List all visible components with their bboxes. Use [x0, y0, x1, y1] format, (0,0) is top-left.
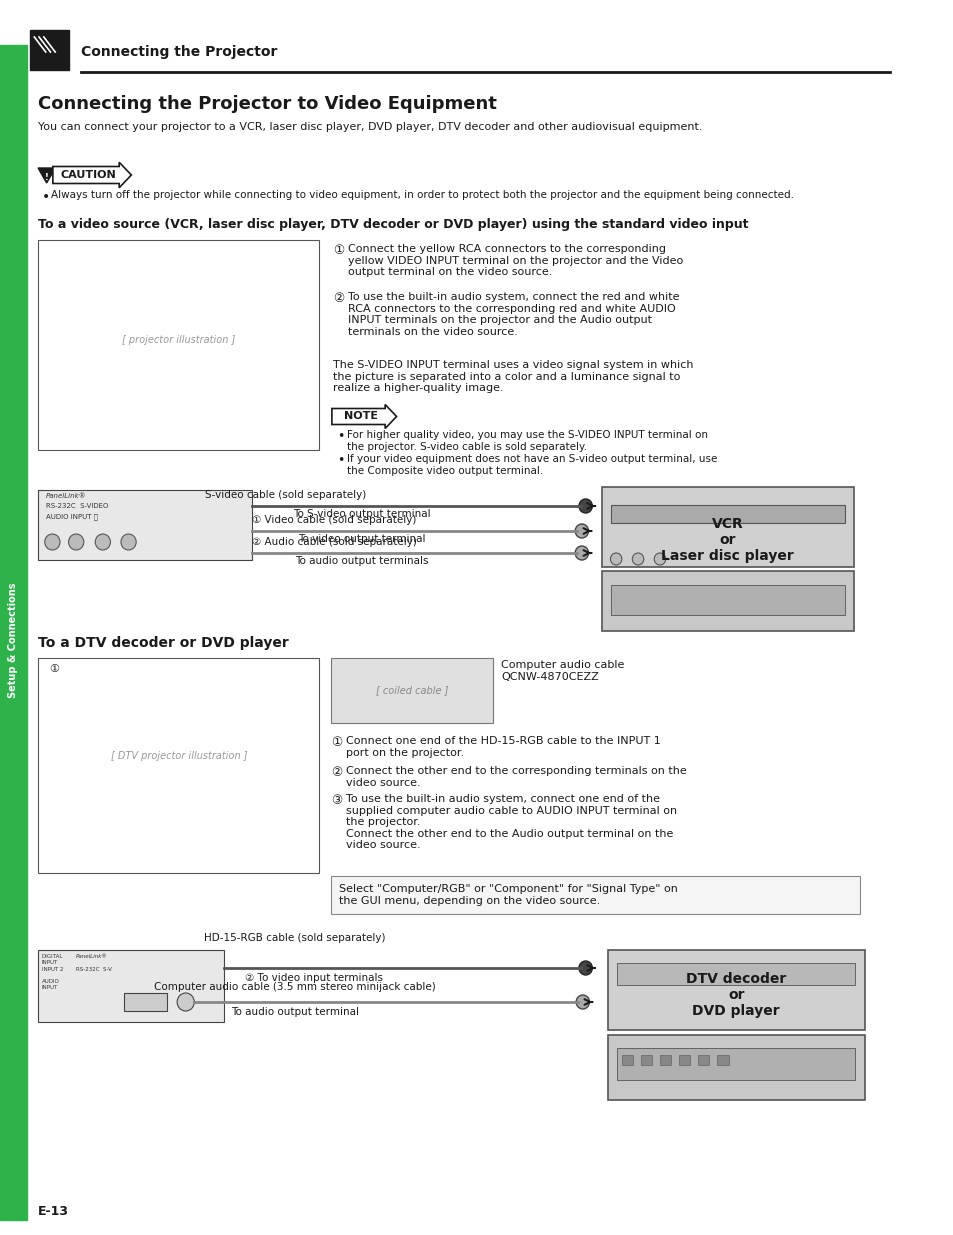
Text: !: ! [45, 173, 49, 182]
Text: For higher quality video, you may use the S-VIDEO INPUT terminal on
the projecto: For higher quality video, you may use th… [346, 430, 707, 452]
Text: The S-VIDEO INPUT terminal uses a video signal system in which
the picture is se: The S-VIDEO INPUT terminal uses a video … [333, 359, 693, 393]
Circle shape [632, 553, 643, 564]
Bar [611, 505, 843, 522]
Circle shape [575, 546, 588, 559]
Circle shape [177, 993, 194, 1011]
Bar [679, 1055, 690, 1065]
Text: ① Video cable (sold separately): ① Video cable (sold separately) [253, 515, 416, 525]
Text: To audio output terminal: To audio output terminal [231, 1007, 359, 1016]
Bar [38, 658, 318, 873]
Text: HD-15-RGB cable (sold separately): HD-15-RGB cable (sold separately) [204, 932, 386, 944]
Bar [30, 30, 69, 70]
Bar [621, 1055, 633, 1065]
Text: S-video cable (sold separately): S-video cable (sold separately) [205, 490, 366, 500]
Text: To audio output terminals: To audio output terminals [294, 556, 428, 566]
Text: To video output terminal: To video output terminal [298, 534, 425, 543]
Text: ② To video input terminals: ② To video input terminals [245, 973, 383, 983]
Circle shape [575, 524, 588, 538]
Text: RS-232C  S-VIDEO: RS-232C S-VIDEO [46, 503, 108, 509]
Bar [38, 950, 224, 1023]
Bar [601, 487, 853, 567]
FancyBboxPatch shape [52, 162, 132, 188]
Circle shape [578, 961, 592, 974]
Text: ①: ① [333, 245, 344, 257]
Bar [0, 44, 27, 1220]
Text: Connect the other end to the corresponding terminals on the
video source.: Connect the other end to the correspondi… [345, 766, 686, 788]
Text: Setup & Connections: Setup & Connections [9, 582, 18, 698]
Bar [124, 993, 167, 1011]
Text: PanelLink®: PanelLink® [76, 953, 108, 960]
Text: To S-video output terminal: To S-video output terminal [293, 509, 430, 519]
Text: Connecting the Projector to Video Equipment: Connecting the Projector to Video Equipm… [38, 95, 497, 112]
Bar [331, 876, 859, 914]
Bar [607, 1035, 863, 1100]
Text: PanelLink®: PanelLink® [46, 493, 86, 499]
Text: [ projector illustration ]: [ projector illustration ] [122, 335, 235, 345]
Text: ①: ① [331, 736, 342, 748]
Text: •: • [42, 190, 51, 204]
Text: To a DTV decoder or DVD player: To a DTV decoder or DVD player [38, 636, 289, 650]
Text: ③: ③ [331, 794, 342, 806]
Text: Computer audio cable
QCNW-4870CEZZ: Computer audio cable QCNW-4870CEZZ [500, 661, 623, 682]
Text: RS-232C  S-V: RS-232C S-V [76, 967, 112, 972]
Text: To a video source (VCR, laser disc player, DTV decoder or DVD player) using the : To a video source (VCR, laser disc playe… [38, 219, 748, 231]
Circle shape [45, 534, 60, 550]
Text: If your video equipment does not have an S-video output terminal, use
the Compos: If your video equipment does not have an… [346, 454, 717, 475]
Text: DTV decoder
or
DVD player: DTV decoder or DVD player [685, 972, 785, 1018]
Bar [331, 658, 493, 722]
Text: ②: ② [331, 766, 342, 779]
Bar [38, 490, 253, 559]
Text: •: • [336, 454, 344, 467]
Bar [717, 1055, 728, 1065]
Bar [659, 1055, 671, 1065]
Bar [601, 571, 853, 631]
Text: CAUTION: CAUTION [61, 170, 116, 180]
Bar [698, 1055, 709, 1065]
Text: INPUT 2: INPUT 2 [42, 967, 63, 972]
Text: To use the built-in audio system, connect one end of the
supplied computer audio: To use the built-in audio system, connec… [345, 794, 676, 851]
Circle shape [576, 995, 589, 1009]
Text: Connect one end of the HD-15-RGB cable to the INPUT 1
port on the projector.: Connect one end of the HD-15-RGB cable t… [345, 736, 659, 757]
Circle shape [578, 499, 592, 513]
Circle shape [610, 553, 621, 564]
Text: NOTE: NOTE [344, 411, 377, 421]
Text: ② Audio cable (sold separately): ② Audio cable (sold separately) [253, 537, 416, 547]
FancyBboxPatch shape [332, 405, 396, 429]
Bar [38, 240, 318, 450]
Text: Connect the yellow RCA connectors to the corresponding
yellow VIDEO INPUT termin: Connect the yellow RCA connectors to the… [347, 245, 682, 277]
Bar [640, 1055, 652, 1065]
Text: [ coiled cable ]: [ coiled cable ] [375, 685, 448, 695]
Text: You can connect your projector to a VCR, laser disc player, DVD player, DTV deco: You can connect your projector to a VCR,… [38, 122, 701, 132]
Text: ①: ① [50, 664, 59, 674]
Bar [617, 963, 854, 986]
Text: Always turn off the projector while connecting to video equipment, in order to p: Always turn off the projector while conn… [51, 190, 794, 200]
Text: To use the built-in audio system, connect the red and white
RCA connectors to th: To use the built-in audio system, connec… [347, 291, 679, 337]
Bar [611, 585, 843, 615]
Text: E-13: E-13 [38, 1205, 69, 1218]
Text: DIGITAL
INPUT: DIGITAL INPUT [42, 953, 63, 965]
Text: Connecting the Projector: Connecting the Projector [81, 44, 277, 59]
Text: AUDIO
INPUT: AUDIO INPUT [42, 979, 60, 989]
Text: AUDIO INPUT ⓢ: AUDIO INPUT ⓢ [46, 513, 97, 520]
Circle shape [69, 534, 84, 550]
Bar [607, 950, 863, 1030]
Bar [617, 1049, 854, 1079]
Circle shape [95, 534, 111, 550]
Text: ②: ② [333, 291, 344, 305]
Circle shape [121, 534, 136, 550]
Text: [ DTV projector illustration ]: [ DTV projector illustration ] [111, 751, 247, 761]
Text: VCR
or
Laser disc player: VCR or Laser disc player [660, 516, 793, 563]
Circle shape [654, 553, 665, 564]
Polygon shape [38, 168, 55, 183]
Text: Computer audio cable (3.5 mm stereo minijack cable): Computer audio cable (3.5 mm stereo mini… [154, 982, 436, 992]
Text: Select "Computer/RGB" or "Component" for "Signal Type" on
the GUI menu, dependin: Select "Computer/RGB" or "Component" for… [338, 884, 678, 905]
Text: •: • [336, 430, 344, 443]
